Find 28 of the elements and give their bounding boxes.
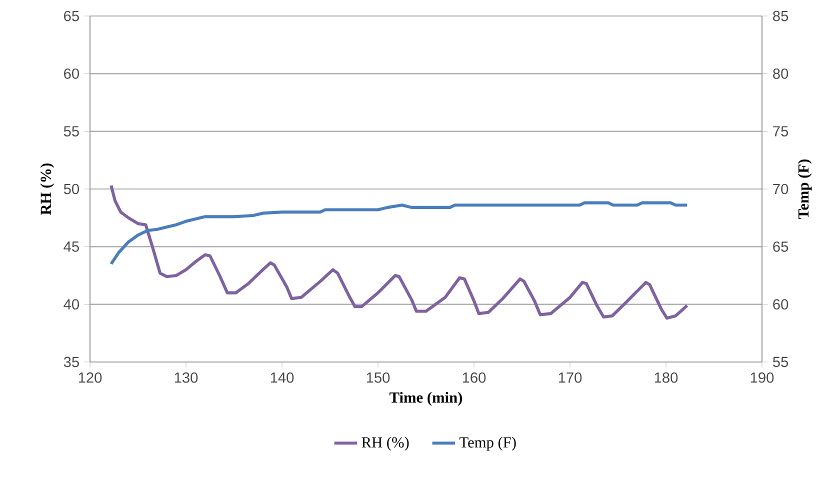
y-axis-title: RH (%) [40,163,54,215]
x-tick-label: 160 [462,372,486,383]
y-tick-label: 65 [64,10,79,22]
x-tick-label: 140 [270,372,294,383]
x-tick-label: 170 [558,372,582,383]
y-tick-label: 55 [64,126,79,136]
y-tick-label: 45 [64,242,79,252]
y-tick-label: 60 [64,68,80,79]
line-series [110,184,689,320]
y2-tick-label: 80 [773,68,788,79]
legend-label: RH (%) [362,436,409,451]
x-tick-label: 150 [366,372,390,383]
legend-label: Temp (F) [460,436,516,451]
y2-tick-label: 60 [773,299,788,310]
y-tick-label: 40 [64,299,80,310]
y-tick-label: 35 [64,356,79,368]
y2-tick-label: 85 [773,10,788,22]
y2-axis-title: Temp (F) [798,159,812,219]
x-axis-title: Time (min) [390,392,462,406]
x-tick-label: 190 [750,372,774,383]
x-tick-label: 130 [174,372,198,383]
y2-tick-label: 65 [773,241,788,252]
y-tick-label: 50 [64,184,80,194]
x-tick-label: 120 [78,372,102,383]
y2-tick-label: 55 [772,356,788,368]
y2-tick-label: 70 [773,184,788,194]
x-tick-label: 180 [654,372,678,383]
y2-tick-label: 75 [773,126,788,136]
